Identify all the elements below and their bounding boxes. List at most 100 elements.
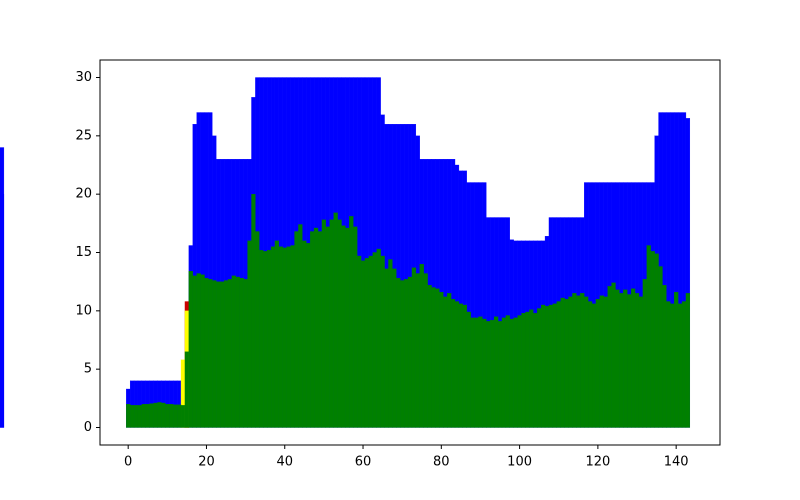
bar — [533, 313, 538, 428]
bar — [537, 308, 542, 428]
bar — [505, 315, 510, 428]
bar — [462, 304, 467, 428]
bar — [470, 317, 475, 428]
bar — [627, 294, 632, 428]
bar — [454, 301, 460, 428]
bar — [677, 303, 683, 428]
bar — [427, 285, 432, 428]
bar — [325, 226, 330, 428]
bar — [294, 231, 299, 428]
bar — [161, 402, 166, 428]
bar — [392, 268, 397, 428]
bar — [619, 293, 624, 428]
bar — [263, 251, 268, 428]
bar — [357, 255, 362, 428]
bar — [153, 402, 158, 428]
bar — [372, 252, 377, 428]
bar — [666, 301, 671, 428]
y-tick-label: 20 — [75, 187, 92, 202]
bar — [223, 280, 229, 428]
bar — [662, 285, 667, 428]
bar — [584, 296, 589, 428]
bar — [630, 288, 636, 428]
bar — [286, 246, 291, 428]
bar — [419, 264, 424, 428]
bar — [0, 194, 5, 428]
bar — [650, 251, 655, 428]
bar — [255, 231, 260, 428]
bar — [595, 299, 600, 428]
bar — [212, 280, 217, 428]
bar — [525, 311, 530, 428]
bar — [126, 404, 131, 428]
bar — [540, 304, 546, 428]
bar — [552, 303, 557, 428]
bar — [403, 279, 409, 428]
bar — [364, 258, 370, 428]
bar — [638, 296, 644, 428]
x-tick-label: 0 — [124, 455, 132, 470]
bar — [259, 250, 264, 428]
bar — [192, 275, 197, 428]
bar — [235, 276, 240, 428]
bar — [642, 279, 647, 428]
bar — [431, 287, 436, 428]
bar — [517, 315, 522, 428]
bar — [544, 306, 550, 428]
bar — [208, 279, 213, 428]
bar — [251, 194, 256, 428]
bar — [513, 317, 518, 428]
bar — [564, 299, 569, 428]
y-tick-label: 10 — [75, 303, 92, 318]
bar — [607, 286, 612, 428]
bar — [149, 403, 154, 428]
bar — [337, 219, 342, 428]
bar — [247, 240, 252, 428]
x-tick-label: 100 — [507, 455, 532, 470]
bar — [180, 405, 186, 428]
bar — [658, 266, 663, 428]
bar — [529, 309, 534, 428]
bar — [266, 250, 272, 428]
bar — [482, 318, 487, 428]
bar — [490, 320, 495, 428]
bar — [321, 219, 326, 428]
bar — [133, 405, 139, 428]
y-tick-label: 15 — [75, 245, 92, 260]
bar — [169, 404, 174, 428]
bar — [591, 303, 597, 428]
bar — [231, 275, 236, 428]
bar — [270, 246, 276, 428]
bar — [497, 321, 503, 428]
bar — [509, 318, 514, 428]
bar — [587, 301, 593, 428]
bar — [141, 404, 146, 428]
bar — [615, 289, 620, 428]
bar — [415, 273, 420, 428]
bar — [654, 253, 659, 428]
bar — [396, 278, 401, 428]
bar — [310, 231, 315, 428]
bar — [173, 404, 178, 428]
bar — [603, 296, 608, 428]
bar — [486, 321, 491, 428]
bar — [494, 316, 499, 428]
bar — [165, 404, 170, 428]
bar — [282, 247, 287, 428]
bar — [548, 304, 554, 428]
bar — [674, 292, 679, 428]
bar — [611, 282, 616, 428]
bar — [129, 405, 135, 428]
y-tick-label: 5 — [84, 362, 92, 377]
bar — [435, 288, 440, 428]
x-tick-label: 60 — [355, 455, 372, 470]
bar — [447, 293, 452, 428]
bar — [439, 292, 444, 428]
bar — [317, 231, 323, 428]
bar — [521, 313, 526, 428]
bar — [306, 243, 311, 428]
bar — [634, 293, 640, 428]
bar — [239, 278, 244, 428]
bar — [572, 293, 577, 428]
bar — [407, 276, 413, 428]
